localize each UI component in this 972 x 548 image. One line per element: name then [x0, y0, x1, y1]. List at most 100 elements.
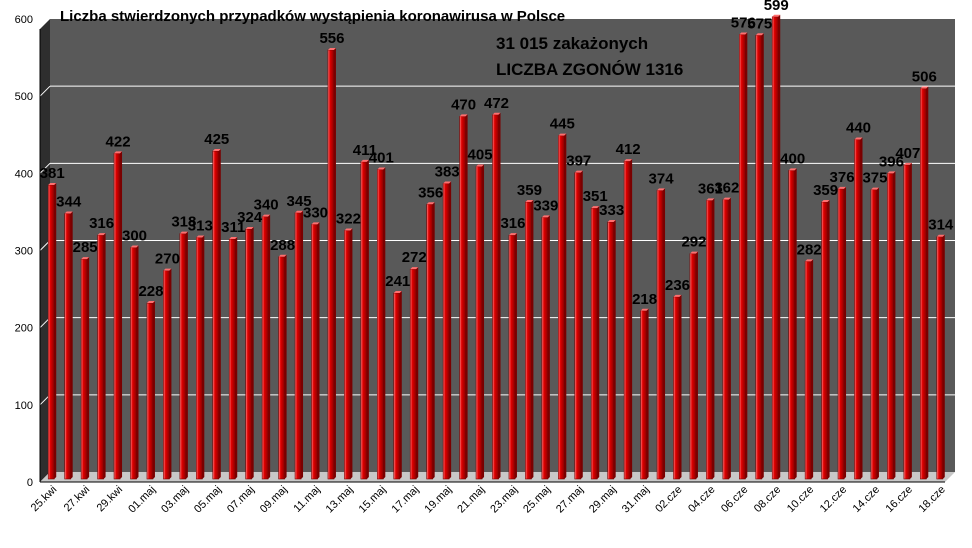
y-tick-label: 300: [15, 246, 33, 258]
bar: [903, 162, 912, 480]
bar-top: [179, 231, 188, 234]
gridline-side: [39, 8, 51, 20]
bar-top: [640, 308, 649, 311]
bar-side: [449, 181, 452, 479]
x-tick-label: 29.kwi: [95, 484, 126, 515]
data-label: 322: [336, 211, 361, 228]
bar: [327, 47, 336, 480]
data-label: 351: [583, 188, 608, 205]
data-label: 362: [714, 180, 739, 197]
x-tick-label: 09.maj: [258, 484, 290, 516]
bar-face: [607, 221, 614, 480]
data-label: 333: [599, 202, 624, 219]
bar-top: [525, 199, 534, 202]
bar-face: [525, 201, 532, 480]
bar-face: [393, 292, 401, 480]
data-label: 314: [928, 217, 954, 234]
x-tick-label: 29.maj: [587, 484, 619, 516]
bar-side: [728, 197, 731, 479]
data-label: 405: [468, 146, 493, 163]
bar-side: [498, 112, 501, 480]
bar-face: [689, 253, 697, 480]
bar: [541, 215, 550, 480]
x-tick-label: 12.cze: [818, 484, 849, 515]
bar-side: [432, 202, 435, 479]
bar-face: [426, 203, 433, 480]
data-label: 375: [862, 170, 887, 187]
bar-side: [926, 86, 929, 479]
bar-face: [196, 237, 203, 480]
data-label: 228: [138, 283, 163, 300]
y-axis-ticks: 0 100 200 300 400 500 600: [15, 14, 945, 489]
bar-side: [893, 171, 896, 480]
x-tick-label: 19.maj: [422, 484, 454, 516]
bar-top: [196, 235, 205, 238]
bar-face: [558, 135, 565, 480]
gridline-side: [39, 162, 51, 174]
bar: [854, 137, 863, 480]
data-label: 270: [155, 251, 180, 268]
bar-top: [114, 151, 123, 154]
bar-top: [755, 33, 764, 36]
bar-side: [169, 268, 172, 479]
bar: [311, 222, 320, 480]
bar-top: [508, 233, 517, 236]
bar-face: [228, 238, 236, 480]
x-tick-label: 27.maj: [554, 484, 586, 516]
bar-top: [722, 197, 731, 200]
bar: [64, 211, 73, 480]
data-label: 396: [879, 153, 904, 170]
bar-face: [146, 302, 154, 480]
x-tick-label: 27.kwi: [62, 484, 93, 515]
bar-side: [268, 214, 271, 479]
data-label: 397: [566, 153, 591, 170]
bar-face: [245, 228, 252, 480]
data-label: 472: [484, 95, 509, 112]
data-label: 241: [385, 273, 410, 290]
bar-face: [804, 261, 812, 480]
x-tick-label: 04.cze: [686, 484, 717, 515]
bar-face: [294, 212, 302, 480]
bar-side: [827, 199, 830, 479]
bar-face: [673, 296, 680, 480]
bar-side: [136, 245, 139, 479]
bar: [130, 245, 139, 480]
bar-top: [805, 259, 814, 262]
x-tick-label: 21.maj: [455, 484, 487, 516]
bar-side: [794, 168, 797, 480]
bar-side: [564, 133, 567, 479]
bar-face: [163, 270, 170, 480]
data-label: 344: [56, 194, 82, 211]
bar-side: [284, 254, 287, 479]
bar-top: [311, 222, 320, 225]
bar-side: [235, 237, 238, 479]
bar-top: [903, 162, 912, 165]
data-label: 300: [122, 228, 147, 245]
bar-top: [81, 257, 90, 260]
bar-side: [778, 14, 781, 479]
bar-face: [261, 216, 269, 480]
bar-side: [185, 231, 188, 479]
data-label: 282: [797, 241, 822, 258]
bar-side: [416, 267, 419, 479]
data-label: 400: [780, 150, 805, 167]
bar-top: [48, 182, 57, 185]
bar-face: [409, 268, 417, 480]
bar-side: [218, 149, 221, 479]
data-labels: 3813442853164223002282703183134253113243…: [40, 0, 954, 308]
bar-side: [695, 251, 698, 479]
data-label: 356: [418, 184, 443, 201]
data-label: 272: [402, 249, 427, 266]
bar-side: [811, 259, 814, 479]
bar-face: [903, 164, 911, 480]
data-label: 383: [435, 163, 460, 180]
bar-face: [278, 256, 285, 480]
bar-top: [673, 294, 682, 297]
data-label: 359: [517, 182, 542, 199]
data-label: 288: [270, 237, 295, 254]
y-tick-label: 400: [15, 168, 33, 180]
bar-side: [514, 233, 517, 479]
bar-face: [821, 201, 828, 480]
bar-top: [492, 112, 501, 115]
bar: [508, 233, 517, 480]
